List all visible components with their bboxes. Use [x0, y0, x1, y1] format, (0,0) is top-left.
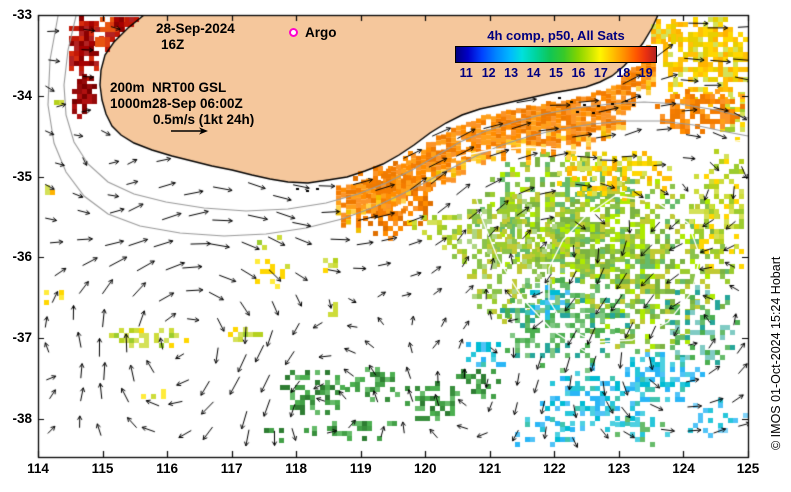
x-axis-tick-label: 122 — [543, 461, 566, 476]
y-axis-tick-label: -38 — [12, 411, 32, 426]
colorbar-title: 4h comp, p50, All Sats — [487, 28, 625, 43]
x-axis-tick-label: 116 — [156, 461, 178, 476]
x-axis-tick-label: 118 — [285, 461, 308, 476]
vector-scale-label: 0.5m/s (1kt 24h) — [153, 112, 255, 127]
argo-legend: Argo — [289, 25, 337, 40]
copyright-credit: © IMOS 01-Oct-2024 15:24 Hobart — [769, 256, 783, 450]
x-axis-tick-label: 119 — [349, 461, 372, 476]
argo-marker-icon — [289, 28, 298, 37]
colorbar-tick-label: 19 — [638, 66, 653, 80]
y-axis-tick-label: -36 — [12, 249, 32, 265]
colorbar-tick-label: 17 — [593, 66, 608, 80]
y-axis-tick-label: -37 — [12, 330, 32, 346]
y-axis-tick-label: -33 — [12, 7, 32, 22]
y-axis-tick-label: -35 — [12, 168, 32, 184]
contour-200m-legend: 200m NRT00 GSL — [110, 80, 226, 95]
colorbar-tick-label: 13 — [504, 66, 519, 80]
model-time-label: 28-Sep 06:00Z — [152, 96, 243, 111]
colorbar-tick-label: 16 — [571, 66, 586, 80]
x-axis-tick-label: 123 — [607, 461, 631, 476]
colorbar-tick-label: 18 — [616, 66, 631, 80]
x-axis-tick-label: 120 — [414, 461, 437, 476]
x-axis-tick-label: 115 — [91, 461, 114, 476]
model-run-label: NRT00 GSL — [152, 80, 227, 95]
x-axis-tick-label: 121 — [478, 461, 502, 476]
x-axis-tick-label: 117 — [220, 461, 243, 476]
vector-scale-arrow-icon — [171, 127, 208, 135]
argo-label: Argo — [305, 25, 337, 40]
analysis-hour: 16Z — [161, 37, 185, 52]
colorbar-gradient — [455, 46, 657, 63]
colorbar-tick-label: 14 — [526, 66, 541, 80]
arrow-head — [199, 127, 208, 135]
x-axis-tick-label: 125 — [736, 461, 760, 476]
y-axis-tick-label: -34 — [12, 87, 32, 103]
x-axis-tick-label: 124 — [672, 461, 695, 476]
colorbar-tick-label: 15 — [549, 66, 563, 80]
x-axis-tick-label: 114 — [27, 461, 49, 476]
colorbar-tick-label: 12 — [481, 66, 496, 80]
analysis-date: 28-Sep-2024 — [156, 21, 235, 36]
contour-1000m-legend: 1000m 28-Sep 06:00Z — [110, 96, 243, 111]
colorbar-tick-label: 11 — [459, 66, 473, 80]
colorbar-tick-labels: 11 12 13 14 15 16 17 18 19 — [455, 66, 657, 80]
contour-depth-1000m: 1000m — [110, 96, 153, 111]
contour-depth-200m: 200m — [110, 80, 145, 95]
